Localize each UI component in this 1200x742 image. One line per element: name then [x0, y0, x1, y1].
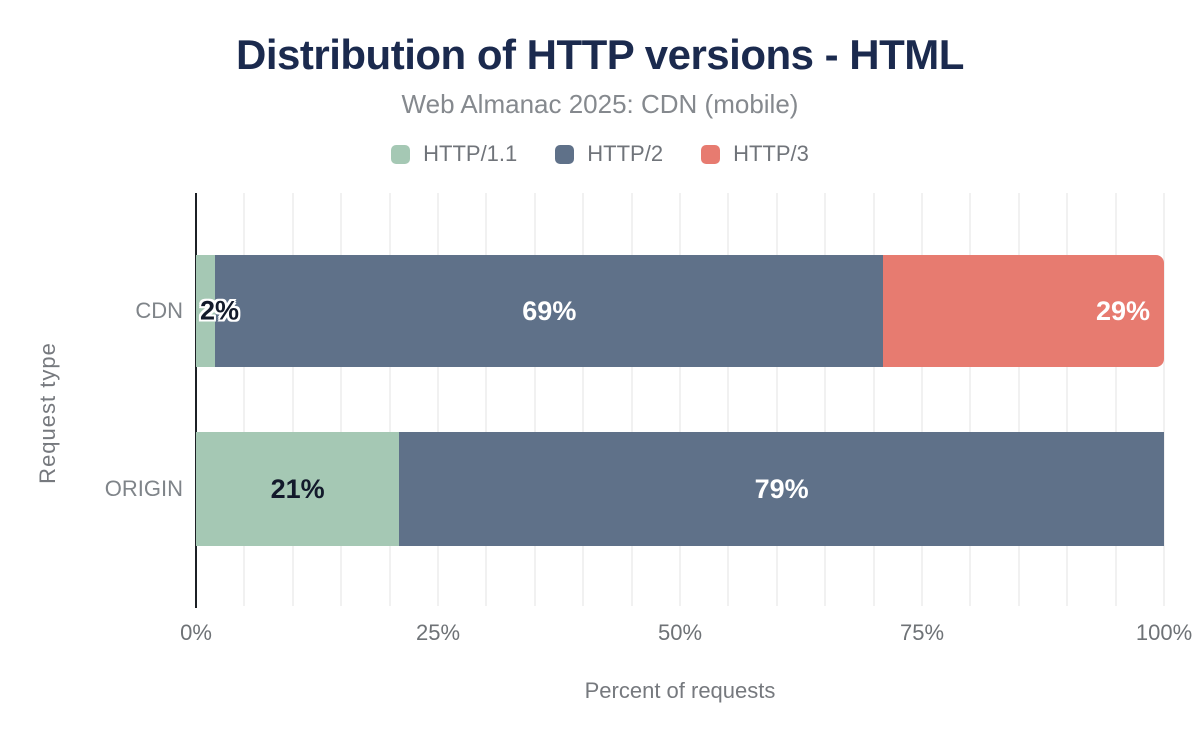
x-tick-50: 50% — [657, 620, 703, 645]
bar-value-label: 79% — [754, 473, 809, 504]
legend-label: HTTP/1.1 — [423, 141, 518, 166]
bar-segment-cdn-http-1-1[interactable]: 2% — [196, 255, 239, 367]
chart-legend: HTTP/1.1 HTTP/2 HTTP/3 — [0, 141, 1200, 167]
x-tick-25: 25% — [415, 620, 461, 645]
bar-segment-origin-http-1-1[interactable]: 21% — [196, 432, 400, 546]
legend-swatch-http-1-1 — [391, 144, 411, 164]
plot-area: 2% 69% 29% 21% 79% — [195, 193, 1165, 608]
gridline-100 — [1163, 193, 1165, 606]
bar-row-origin: 21% 79% — [196, 432, 1164, 546]
chart-subtitle: Web Almanac 2025: CDN (mobile) — [401, 89, 799, 119]
bar-segment-cdn-http-3[interactable]: 29% — [883, 255, 1164, 367]
y-axis-title: Request type — [35, 342, 60, 484]
legend-item-http-1-1[interactable]: HTTP/1.1 — [391, 141, 517, 167]
bar-value-label: 2% — [200, 295, 240, 326]
bar-value-label: 21% — [270, 473, 325, 504]
legend-swatch-http-3 — [701, 144, 721, 164]
gridline-55 — [727, 193, 730, 606]
gridline-25 — [437, 193, 439, 606]
gridline-35 — [533, 193, 536, 606]
legend-item-http-3[interactable]: HTTP/3 — [701, 141, 809, 167]
y-axis-line — [195, 193, 197, 608]
gridline-50 — [679, 193, 681, 606]
category-label-origin: ORIGIN — [104, 476, 183, 501]
bar-segment-origin-http-2[interactable]: 79% — [399, 432, 1164, 546]
gridline-90 — [1066, 193, 1069, 606]
gridline-65 — [824, 193, 827, 606]
gridline-10 — [291, 193, 294, 606]
gridline-80 — [969, 193, 972, 606]
bar-segment-cdn-http-2[interactable]: 69% — [215, 255, 884, 367]
bar-value-label: 69% — [522, 295, 577, 326]
legend-item-http-2[interactable]: HTTP/2 — [555, 141, 663, 167]
gridline-30 — [485, 193, 488, 606]
legend-swatch-http-2 — [555, 144, 575, 164]
gridline-45 — [630, 193, 633, 606]
legend-label: HTTP/3 — [733, 141, 809, 166]
bar-value-label: 29% — [1095, 295, 1150, 326]
x-tick-100: 100% — [1135, 620, 1193, 645]
gridline-60 — [775, 193, 778, 606]
gridline-70 — [872, 193, 875, 606]
bar-row-cdn: 2% 69% 29% — [196, 255, 1164, 367]
legend-label: HTTP/2 — [587, 141, 664, 166]
gridline-15 — [340, 193, 343, 606]
category-label-cdn: CDN — [135, 298, 183, 323]
gridline-40 — [582, 193, 585, 606]
gridline-95 — [1114, 193, 1117, 606]
chart-title: Distribution of HTTP versions - HTML — [236, 31, 964, 78]
gridline-75 — [921, 193, 923, 606]
x-axis-title: Percent of requests — [584, 678, 776, 703]
x-tick-0: 0% — [180, 620, 212, 645]
gridline-20 — [388, 193, 391, 606]
gridline-5 — [243, 193, 246, 606]
x-tick-75: 75% — [899, 620, 945, 645]
gridline-85 — [1017, 193, 1020, 606]
